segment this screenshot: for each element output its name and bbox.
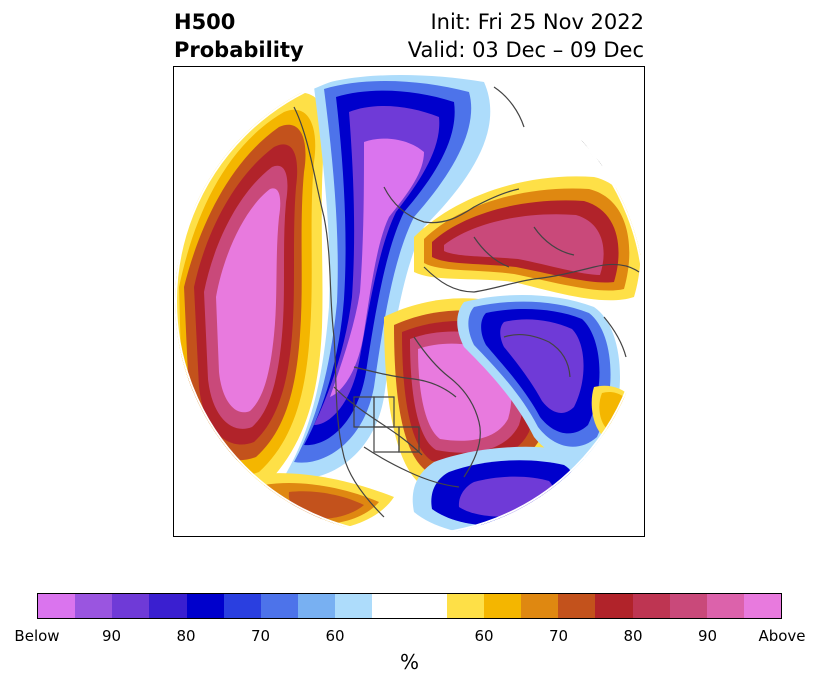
colorbar-swatch (112, 594, 150, 618)
anomaly-greenland-atlantic (384, 298, 560, 491)
colorbar-tick-label: 80 (176, 627, 196, 645)
colorbar-swatch (372, 594, 410, 618)
colorbar-tick-label: 70 (548, 627, 569, 645)
title-dates: Init: Fri 25 Nov 2022 Valid: 03 Dec – 09… (408, 8, 644, 64)
colorbar-swatch (446, 594, 484, 618)
colorbar-swatch (521, 594, 559, 618)
colorbar-swatch (483, 594, 522, 618)
colorbar-tick-label: 90 (697, 627, 718, 645)
init-date: Init: Fri 25 Nov 2022 (430, 10, 644, 34)
colorbar-label: % (399, 650, 419, 674)
title-variable-line2: Probability (174, 38, 304, 62)
valid-range: Valid: 03 Dec – 09 Dec (407, 38, 644, 62)
colorbar-tick-label: 80 (623, 627, 643, 645)
anomaly-west-pacific (457, 295, 621, 460)
colorbar-swatch (595, 594, 633, 618)
colorbar-ticks: Below 90 80 70 60 60 70 80 90 Above (0, 627, 819, 647)
colorbar-tick-label: 60 (474, 627, 494, 645)
probability-map (173, 66, 645, 537)
colorbar-tick-label: 90 (101, 627, 122, 645)
colorbar-swatch (149, 594, 187, 618)
colorbar-swatch (335, 594, 373, 618)
colorbar-swatch (632, 594, 670, 618)
colorbar (37, 593, 782, 619)
anomaly-north-pacific (175, 92, 327, 492)
colorbar-tick-label: Below (14, 627, 60, 645)
colorbar-swatch (38, 594, 76, 618)
colorbar-swatch (558, 594, 596, 618)
anomaly-russia (414, 176, 641, 301)
title-variable-line1: H500 (174, 10, 236, 34)
colorbar-swatch (706, 594, 744, 618)
colorbar-tick-label: 60 (325, 627, 345, 645)
colorbar-tick-label: 70 (250, 627, 271, 645)
colorbar-swatch (409, 594, 447, 618)
colorbar-tick-label: Above (758, 627, 806, 645)
colorbar-swatch (186, 594, 224, 618)
title-variable: H500 Probability (174, 8, 304, 64)
colorbar-swatch (223, 594, 261, 618)
colorbar-swatch (298, 594, 336, 618)
colorbar-swatch (669, 594, 707, 618)
anomaly-western-canada (284, 75, 491, 479)
colorbar-swatch (260, 594, 299, 618)
map-canvas (175, 67, 644, 536)
anomaly-europe (412, 446, 592, 536)
colorbar-swatch (743, 594, 782, 618)
colorbar-swatch (75, 594, 113, 618)
